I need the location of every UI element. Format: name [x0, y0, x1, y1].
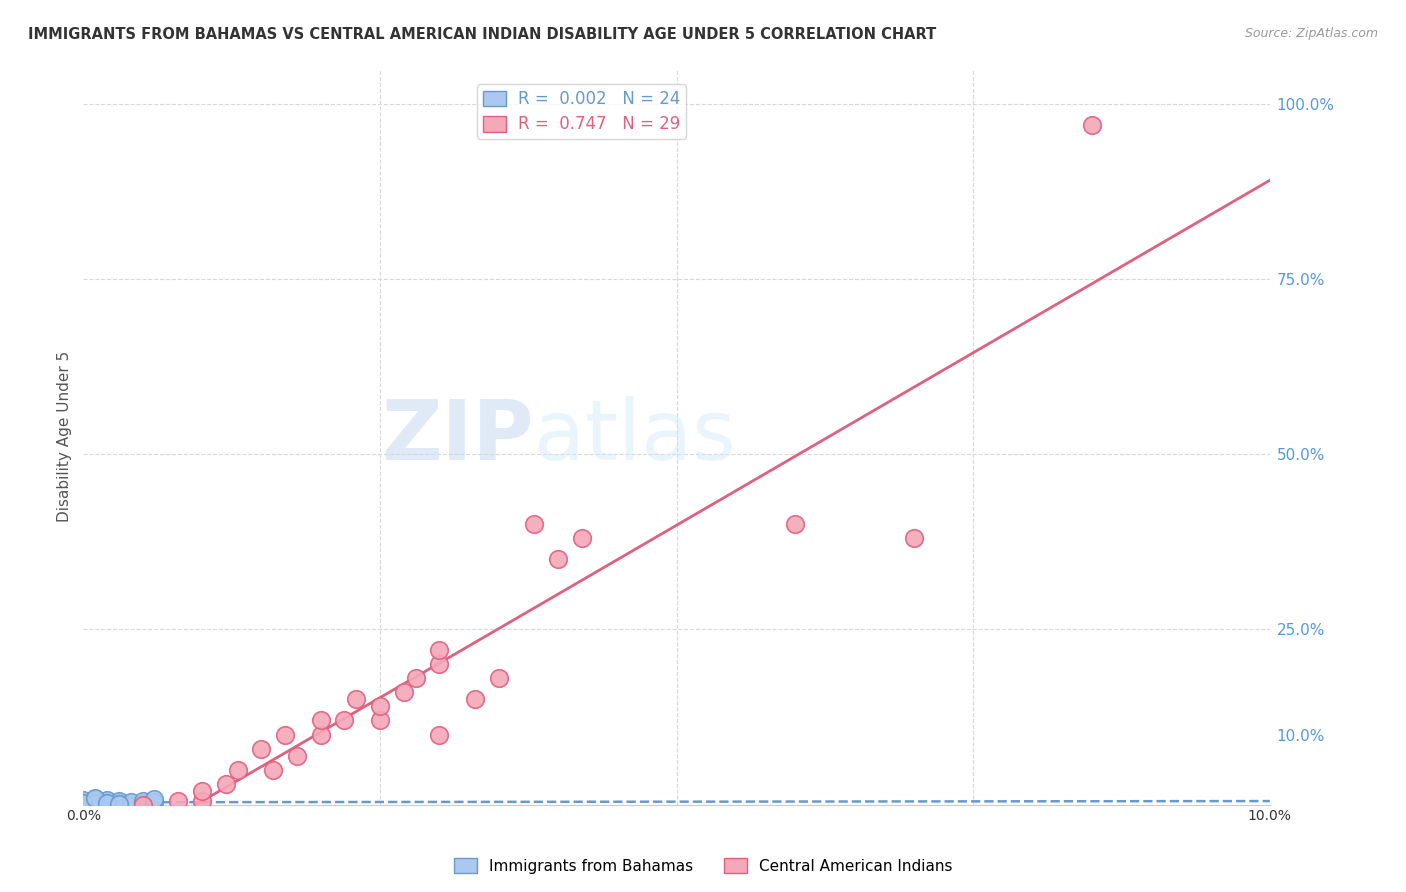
Point	[167, 794, 190, 808]
Point	[84, 794, 107, 808]
Y-axis label: Disability Age Under 5: Disability Age Under 5	[58, 351, 72, 522]
Point	[903, 531, 925, 545]
Point	[72, 796, 94, 810]
Point	[84, 791, 107, 805]
Point	[84, 792, 107, 806]
Point	[96, 796, 118, 810]
Text: ZIP: ZIP	[381, 396, 534, 477]
Point	[108, 797, 131, 811]
Point	[120, 795, 142, 809]
Point	[427, 727, 450, 741]
Point	[488, 672, 510, 686]
Point	[108, 797, 131, 812]
Text: Source: ZipAtlas.com: Source: ZipAtlas.com	[1244, 27, 1378, 40]
Point	[274, 727, 297, 741]
Point	[405, 672, 427, 686]
Point	[785, 517, 807, 532]
Point	[392, 685, 415, 699]
Point	[1081, 118, 1104, 132]
Point	[131, 796, 153, 810]
Point	[131, 797, 153, 812]
Point	[84, 796, 107, 810]
Point	[309, 727, 332, 741]
Point	[131, 794, 153, 808]
Point	[96, 793, 118, 807]
Legend: Immigrants from Bahamas, Central American Indians: Immigrants from Bahamas, Central America…	[447, 852, 959, 880]
Point	[96, 797, 118, 812]
Point	[250, 741, 273, 756]
Point	[143, 792, 166, 806]
Point	[285, 748, 308, 763]
Point	[309, 714, 332, 728]
Point	[226, 763, 249, 777]
Point	[191, 783, 214, 797]
Point	[72, 797, 94, 812]
Point	[427, 657, 450, 672]
Point	[96, 795, 118, 809]
Point	[108, 796, 131, 810]
Point	[72, 796, 94, 810]
Point	[571, 531, 593, 545]
Legend: R =  0.002   N = 24, R =  0.747   N = 29: R = 0.002 N = 24, R = 0.747 N = 29	[477, 84, 686, 139]
Point	[131, 797, 153, 812]
Point	[143, 795, 166, 809]
Point	[84, 797, 107, 812]
Point	[344, 692, 367, 706]
Point	[262, 763, 284, 777]
Point	[368, 714, 391, 728]
Point	[523, 517, 546, 532]
Point	[464, 692, 486, 706]
Point	[215, 776, 238, 790]
Point	[427, 643, 450, 657]
Point	[120, 797, 142, 812]
Point	[547, 552, 569, 566]
Point	[108, 794, 131, 808]
Text: atlas: atlas	[534, 396, 735, 477]
Point	[191, 794, 214, 808]
Point	[333, 714, 356, 728]
Text: IMMIGRANTS FROM BAHAMAS VS CENTRAL AMERICAN INDIAN DISABILITY AGE UNDER 5 CORREL: IMMIGRANTS FROM BAHAMAS VS CENTRAL AMERI…	[28, 27, 936, 42]
Point	[368, 699, 391, 714]
Point	[72, 793, 94, 807]
